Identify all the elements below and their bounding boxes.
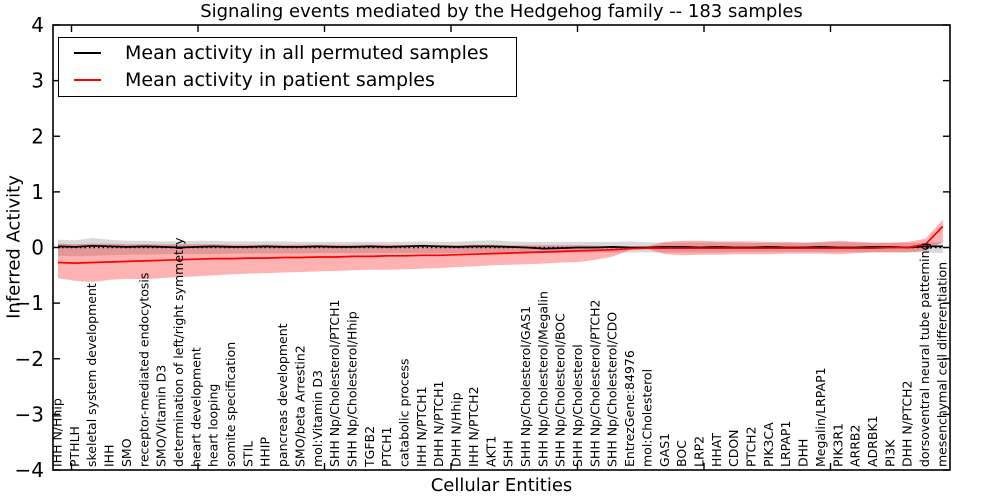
x-tick-label: pancreas development	[275, 323, 290, 467]
x-tick-label: dorsoventral neural tube patterning	[917, 243, 932, 468]
x-tick-label: SHH Np/Cholesterol/Hhip	[344, 311, 359, 467]
x-tick-label: IHH N/Hhip	[50, 398, 65, 467]
x-tick-label: GAS1	[657, 433, 672, 467]
y-tick-label: 3	[31, 69, 44, 93]
x-tick-label: LRPAP1	[778, 421, 793, 467]
x-tick-label: PTCH2	[744, 426, 759, 467]
legend-line-permuted-icon	[74, 51, 101, 54]
y-tick-label: 1	[31, 180, 44, 204]
x-tick-label: BOC	[674, 440, 689, 467]
y-tick-label: −2	[15, 347, 44, 371]
x-axis-label: Cellular Entities	[430, 475, 573, 496]
patient-band	[58, 219, 943, 282]
legend-item-permuted: Mean activity in all permuted samples	[59, 39, 516, 66]
x-tick-label: heart development	[188, 347, 203, 467]
x-tick-label: mol:Vitamin D3	[310, 370, 325, 467]
y-tick-label: −4	[15, 458, 44, 482]
x-tick-label: HHAT	[709, 433, 724, 467]
y-tick-label: −3	[15, 402, 44, 426]
x-tick-label: DHH N/Hhip	[449, 392, 464, 467]
x-tick-label: PTHLH	[67, 426, 82, 467]
x-tick-label: catabolic process	[397, 358, 412, 467]
legend-item-patient: Mean activity in patient samples	[59, 66, 516, 93]
x-tick-label: PIK3CA	[761, 422, 776, 467]
x-tick-label: IHH N/PTCH2	[466, 386, 481, 467]
x-tick-label: somite specification	[223, 342, 238, 467]
x-tick-label: SMO/beta Arrestin2	[292, 345, 307, 467]
y-tick-label: 0	[31, 236, 44, 260]
x-tick-label: SHH Np/Cholesterol/Megalin	[535, 291, 550, 467]
x-tick-label: AKT1	[483, 436, 498, 467]
y-tick-label: 2	[31, 124, 44, 148]
y-axis-label: Inferred Activity	[3, 175, 25, 319]
legend: Mean activity in all permuted samples Me…	[58, 37, 517, 97]
x-tick-label: TGFB2	[362, 426, 377, 468]
x-tick-label: SMO	[119, 438, 134, 467]
x-tick-label: skeletal system development	[84, 283, 99, 467]
chart-title: Signaling events mediated by the Hedgeho…	[200, 1, 803, 22]
x-tick-label: SHH Np/Cholesterol/PTCH1	[327, 300, 342, 468]
x-tick-label: DHH N/PTCH2	[900, 381, 915, 467]
x-tick-label: SHH Np/Cholesterol/CDO	[605, 312, 620, 467]
x-tick-label: SHH Np/Cholesterol/BOC	[553, 313, 568, 467]
x-tick-label: SHH Np/Cholesterol	[570, 344, 585, 467]
x-tick-label: CDON	[726, 429, 741, 467]
x-tick-label: Megalin/LRPAP1	[813, 367, 828, 467]
patient-mean-line	[57, 225, 944, 264]
x-tick-label: mesenchymal cell differentiation	[934, 262, 949, 467]
x-tick-label: STIL	[240, 441, 255, 467]
x-tick-label: ADRBK1	[865, 415, 880, 467]
legend-label-permuted: Mean activity in all permuted samples	[125, 41, 489, 64]
x-tick-label: receptor-mediated endocytosis	[136, 273, 151, 467]
x-tick-label: EntrezGene:84976	[622, 350, 637, 467]
y-tick-label: −1	[15, 291, 44, 315]
x-tick-label: LRP2	[691, 436, 706, 467]
x-tick-label: DHH	[796, 439, 811, 467]
x-tick-label: PIK3R1	[830, 423, 845, 467]
legend-line-patient-icon	[74, 78, 101, 81]
x-tick-label: SHH Np/Cholesterol/GAS1	[518, 306, 533, 467]
x-tick-label: PI3K	[882, 439, 897, 467]
x-tick-label: SHH	[501, 440, 516, 467]
x-tick-label: HHIP	[258, 437, 273, 467]
x-tick-label: IHH N/PTCH1	[414, 386, 429, 467]
x-tick-label: IHH	[102, 445, 117, 468]
y-tick-label: 4	[31, 13, 44, 37]
x-tick-label: PTCH1	[379, 426, 394, 467]
x-tick-label: DHH N/PTCH1	[431, 381, 446, 467]
legend-label-patient: Mean activity in patient samples	[125, 68, 435, 91]
x-tick-label: heart looping	[206, 384, 221, 467]
x-tick-label: SHH Np/Cholesterol/PTCH2	[587, 300, 602, 468]
x-tick-label: SMO/Vitamin D3	[154, 365, 169, 467]
x-tick-label: determination of left/right symmetry	[171, 237, 186, 467]
x-tick-label: mol:Cholesterol	[639, 369, 654, 467]
x-tick-label: ARRB2	[848, 425, 863, 467]
